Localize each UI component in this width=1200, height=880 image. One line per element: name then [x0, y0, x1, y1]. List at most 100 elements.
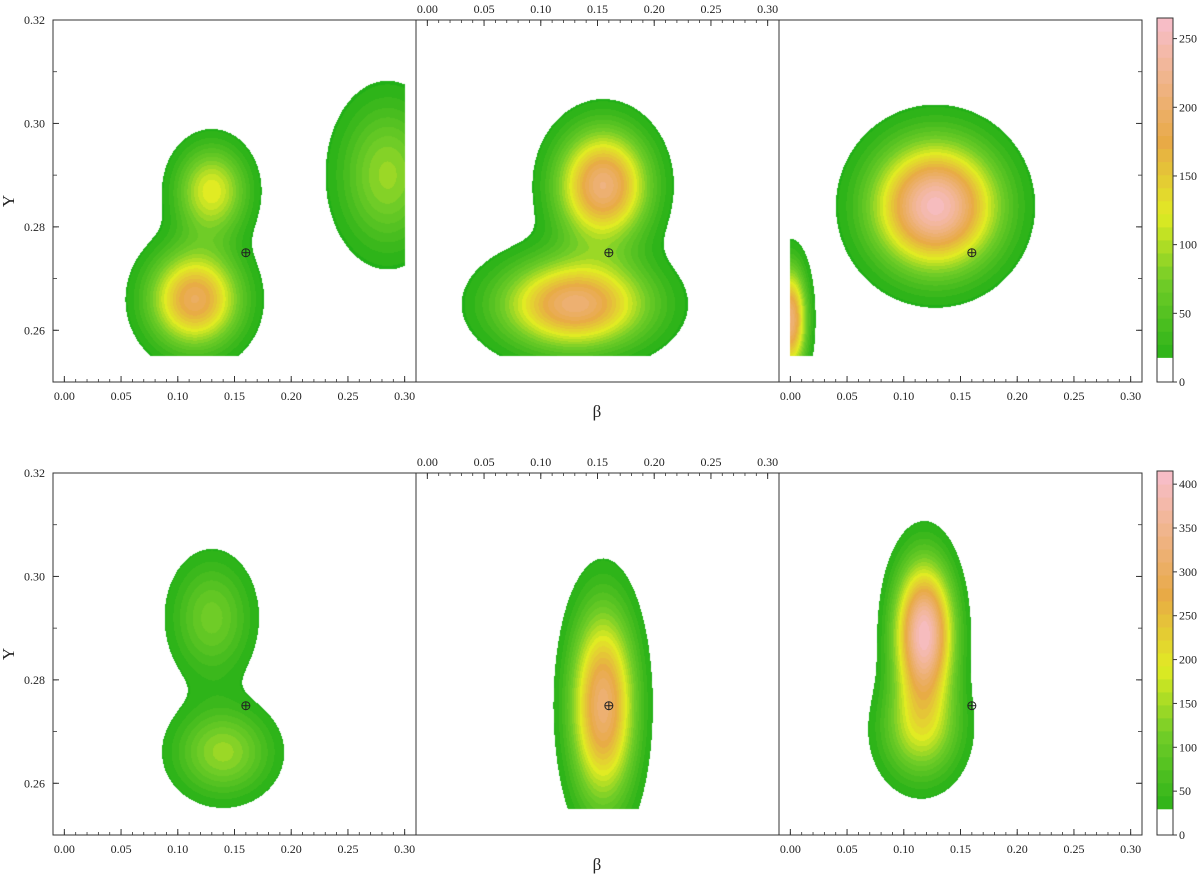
x-tick-label: 0.20: [281, 389, 302, 403]
colorbar-tick-label: 400: [1179, 477, 1197, 491]
x-tick-label: 0.10: [893, 842, 914, 856]
colorbar-tick-label: 350: [1179, 521, 1197, 535]
heatmap-panel: [779, 473, 1142, 835]
x-tick-label: 0.00: [780, 389, 801, 403]
y-tick-label: 0.26: [24, 776, 45, 790]
colorbar-band: [1157, 509, 1173, 524]
x-tick-label: 0.20: [644, 2, 665, 16]
colorbar-band: [1157, 70, 1173, 84]
row-top: 0.00 0.05 0.10 0.15 0.20 0.25 0.30 0.00 0.05 0.10…: [0, 2, 1197, 421]
colorbar-band: [1157, 148, 1173, 163]
x-tick-label: 0.20: [644, 455, 665, 469]
x-tick-label: 0.30: [757, 2, 778, 16]
x-tick-label: 0.30: [1120, 842, 1141, 856]
x-tick-label: 0.30: [757, 455, 778, 469]
colorbar-band: [1157, 174, 1173, 189]
y-tick-label: 0.28: [24, 220, 45, 234]
x-tick-label: 0.15: [587, 2, 608, 16]
x-tick-label: 0.20: [1007, 842, 1028, 856]
heatmap-panel: [416, 473, 779, 835]
colorbar-band: [1157, 496, 1173, 511]
colorbar-tick-label: 150: [1179, 696, 1197, 710]
row-bottom: 0.00 0.05 0.10 0.15 0.20 0.25 0.30 0.00 0.05 0.10…: [0, 455, 1197, 874]
colorbar-band: [1157, 730, 1173, 745]
colorbar-band: [1157, 83, 1173, 97]
x-tick-label: 0.00: [780, 842, 801, 856]
ticks-group: 0.00 0.05 0.10 0.15 0.20 0.25 0.30 0.00 0.05 0.10…: [24, 2, 1142, 403]
ticks-group: 0.00 0.05 0.10 0.15 0.20 0.25 0.30 0.00 0.05 0.10…: [24, 455, 1142, 856]
x-tick-label: 0.25: [1063, 389, 1084, 403]
colorbar-band: [1157, 161, 1173, 176]
x-tick-label: 0.10: [893, 389, 914, 403]
colorbar-tick-label: 50: [1179, 784, 1191, 798]
x-tick-label: 0.15: [587, 455, 608, 469]
x-tick-label: 0.15: [950, 389, 971, 403]
colorbar-band: [1157, 756, 1173, 771]
colorbar-tick-label: 200: [1179, 100, 1197, 114]
colorbar-band: [1157, 213, 1173, 228]
colorbar-band: [1157, 278, 1173, 293]
y-axis-label: Y: [0, 195, 18, 207]
colorbar-band: [1157, 795, 1173, 810]
y-tick-label: 0.26: [24, 323, 45, 337]
colorbar-band: [1157, 626, 1173, 641]
colorbar-band: [1157, 782, 1173, 797]
colorbar-band: [1157, 535, 1173, 550]
colorbar-band: [1157, 57, 1173, 71]
colorbar-band: [1157, 769, 1173, 784]
x-tick-label: 0.20: [1007, 389, 1028, 403]
colorbar-tick-label: 300: [1179, 565, 1197, 579]
colorbar: 0 50 100 150 200 250 300 350 400: [1156, 470, 1197, 842]
colorbar: 0 50 100 150 200 250: [1156, 17, 1197, 389]
x-tick-label: 0.10: [530, 2, 551, 16]
x-tick-label: 0.15: [224, 842, 245, 856]
x-tick-label: 0.30: [1120, 389, 1141, 403]
x-tick-label: 0.05: [474, 455, 495, 469]
colorbar-band: [1157, 483, 1173, 498]
colorbar-band: [1157, 704, 1173, 719]
colorbar-band: [1157, 44, 1173, 58]
colorbar-band: [1157, 96, 1173, 110]
colorbar-band: [1157, 743, 1173, 758]
x-tick-label: 0.05: [837, 389, 858, 403]
colorbar-band: [1157, 613, 1173, 628]
y-tick-label: 0.30: [24, 569, 45, 583]
colorbar-tick-label: 250: [1179, 32, 1197, 46]
colorbar-band: [1157, 652, 1173, 667]
x-axis-label: β: [593, 855, 602, 874]
y-tick-label: 0.30: [24, 116, 45, 130]
x-tick-label: 0.15: [224, 389, 245, 403]
x-tick-label: 0.05: [837, 842, 858, 856]
colorbar-tick-label: 100: [1179, 740, 1197, 754]
colorbar-band: [1157, 305, 1173, 319]
x-tick-label: 0.10: [530, 455, 551, 469]
heatmap-panel: [53, 473, 416, 835]
colorbar-tick-label: 50: [1179, 306, 1191, 320]
colorbar-band: [1157, 574, 1173, 589]
colorbar-band: [1157, 471, 1173, 485]
x-tick-label: 0.10: [167, 842, 188, 856]
colorbar-band: [1157, 187, 1173, 202]
colorbar-band: [1157, 292, 1173, 306]
colorbar-band: [1157, 31, 1173, 45]
colorbar-band: [1157, 678, 1173, 693]
x-tick-label: 0.30: [394, 842, 415, 856]
x-tick-label: 0.25: [700, 455, 721, 469]
colorbar-tick-label: 0: [1179, 375, 1185, 389]
colorbar-band: [1157, 639, 1173, 654]
colorbar-zero-band: [1157, 808, 1173, 835]
x-tick-label: 0.15: [950, 842, 971, 856]
x-tick-label: 0.30: [394, 389, 415, 403]
x-tick-label: 0.25: [1063, 842, 1084, 856]
colorbar-tick-label: 150: [1179, 169, 1197, 183]
y-tick-label: 0.28: [24, 673, 45, 687]
heatmap-panel: [53, 20, 416, 382]
colorbar-band: [1157, 239, 1173, 254]
colorbar-tick-label: 100: [1179, 238, 1197, 252]
heatmap-panel: [416, 20, 779, 382]
colorbar-band: [1157, 522, 1173, 537]
colorbar-tick-label: 200: [1179, 653, 1197, 667]
colorbar-band: [1157, 135, 1173, 150]
x-tick-label: 0.05: [111, 842, 132, 856]
panels-group: [53, 20, 1142, 382]
